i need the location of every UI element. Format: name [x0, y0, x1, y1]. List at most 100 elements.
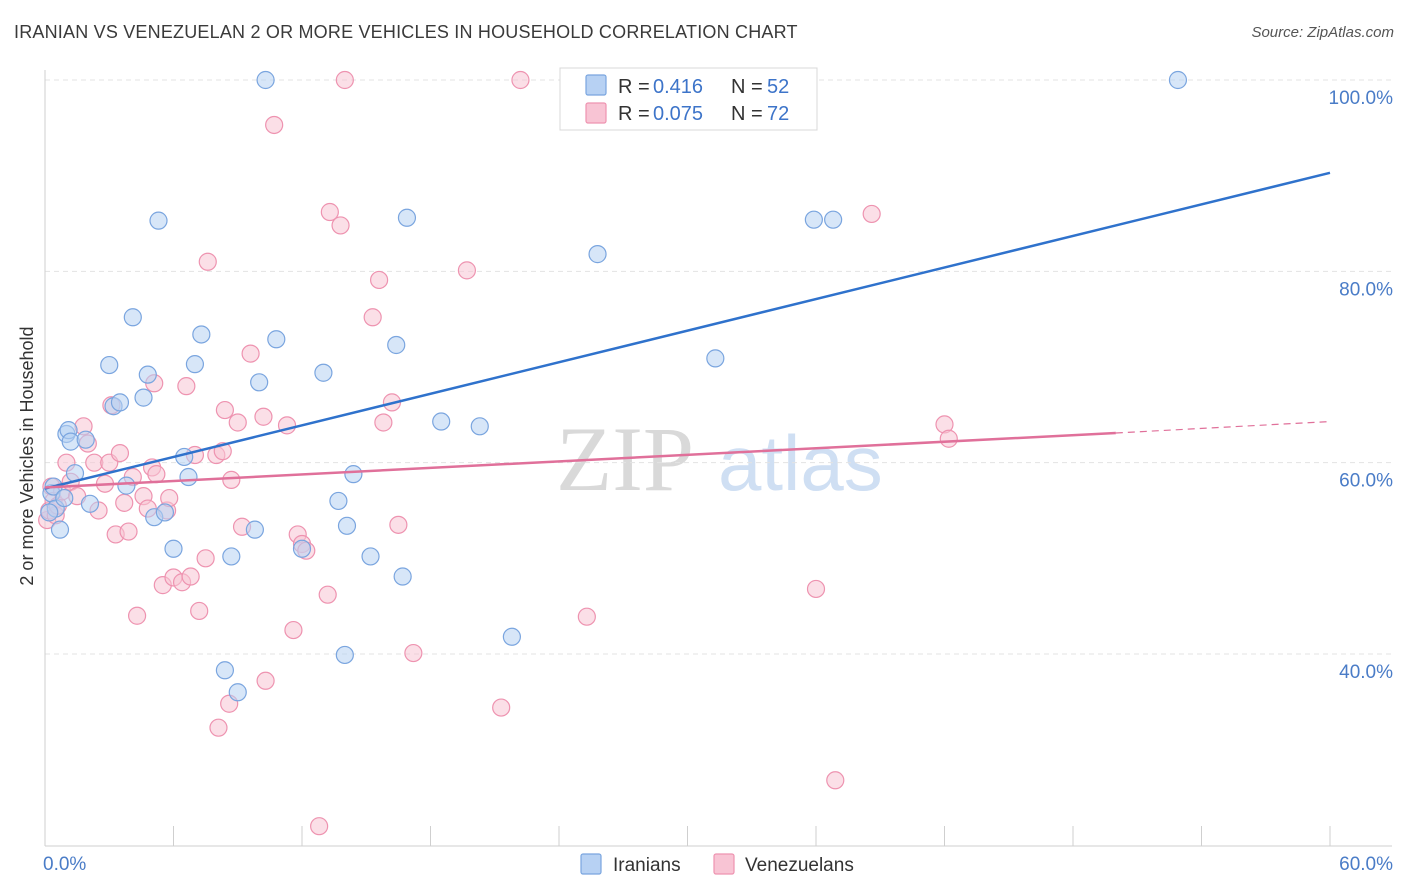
- iranians-point-34: [314, 363, 333, 382]
- legend-r-label-iranians: R =: [618, 76, 650, 98]
- iranians-point-35: [329, 491, 348, 511]
- legend-n-label-venezuelans: N =: [731, 103, 763, 125]
- legend-n-value-venezuelans: 72: [767, 103, 789, 125]
- venezuelans-point-52: [284, 620, 303, 640]
- iranians-point-32: [267, 330, 286, 349]
- venezuelans-point-44: [222, 470, 241, 489]
- iranians-point-39: [361, 547, 380, 566]
- iranians-point-23: [179, 467, 198, 487]
- venezuelans-point-68: [511, 70, 530, 90]
- series-iranians: [40, 70, 1188, 702]
- iranians-point-29: [245, 520, 264, 539]
- venezuelans-point-75: [939, 429, 958, 448]
- iranians-point-15: [123, 308, 142, 327]
- iranians-point-33: [292, 539, 312, 558]
- bottom-legend-label-venezuelans: Venezuelans: [745, 855, 854, 876]
- iranians-point-41: [393, 567, 412, 586]
- iranians-point-46: [588, 245, 607, 264]
- venezuelans-point-38: [198, 252, 217, 271]
- legend-n-label-iranians: N =: [731, 76, 763, 98]
- iranians-point-9: [76, 430, 95, 449]
- venezuelans-point-60: [363, 308, 382, 327]
- iranians-point-40: [387, 335, 406, 355]
- venezuelans-point-57: [320, 202, 339, 222]
- iranians-point-25: [192, 325, 211, 344]
- venezuelans-point-37: [196, 549, 215, 568]
- iranians-point-28: [228, 683, 247, 702]
- venezuelans-point-48: [254, 407, 273, 426]
- legend-r-value-venezuelans: 0.075: [653, 103, 703, 125]
- chart-title: IRANIAN VS VENEZUELAN 2 OR MORE VEHICLES…: [14, 22, 798, 42]
- venezuelans-point-58: [331, 216, 350, 235]
- venezuelans-point-61: [370, 270, 389, 290]
- venezuelans-point-73: [310, 817, 329, 836]
- venezuelans-point-66: [457, 261, 477, 280]
- trend-line-venezuelans-extension: [1115, 420, 1331, 434]
- trend-line-iranians: [44, 171, 1331, 490]
- legend-swatch-iranians: [585, 74, 607, 96]
- venezuelans-point-71: [826, 771, 845, 790]
- iranians-point-13: [110, 393, 130, 412]
- venezuelans-point-33: [177, 377, 196, 396]
- iranians-point-49: [824, 210, 843, 229]
- venezuelans-point-40: [209, 718, 228, 737]
- iranians-point-3: [50, 520, 70, 539]
- y-tick-label-100: 100.0%: [1329, 88, 1394, 109]
- iranians-point-37: [337, 516, 357, 535]
- iranians-point-38: [344, 465, 363, 484]
- iranians-point-48: [804, 210, 823, 229]
- venezuelans-point-22: [127, 606, 147, 625]
- iranians-point-24: [185, 355, 205, 374]
- trend-lines: [44, 171, 1331, 490]
- iranians-point-7: [61, 432, 80, 451]
- iranians-point-11: [100, 355, 119, 375]
- iranians-point-26: [215, 661, 234, 680]
- iranians-point-50: [1168, 70, 1188, 90]
- iranians-point-43: [432, 412, 451, 431]
- venezuelans-point-70: [806, 579, 826, 599]
- iranians-point-45: [502, 627, 521, 646]
- venezuelans-point-45: [228, 413, 247, 432]
- iranians-point-20: [155, 503, 175, 522]
- legend-r-value-iranians: 0.416: [653, 76, 703, 98]
- correlation-legend: R = 0.416 N = 52 R = 0.075 N = 72: [559, 67, 818, 131]
- venezuelans-point-65: [404, 643, 423, 663]
- y-tick-label-80: 80.0%: [1339, 279, 1393, 300]
- iranians-point-19: [149, 211, 168, 230]
- y-tick-label-40: 40.0%: [1339, 662, 1393, 683]
- legend-n-value-iranians: 52: [767, 76, 789, 98]
- venezuelans-point-69: [577, 607, 596, 626]
- iranians-point-27: [222, 547, 241, 566]
- iranians-point-36: [335, 645, 354, 665]
- bottom-legend-label-iranians: Iranians: [613, 855, 681, 876]
- x-axis-ticks: [44, 826, 1331, 846]
- iranians-point-30: [250, 373, 269, 392]
- venezuelans-point-19: [115, 493, 134, 512]
- iranians-point-42: [397, 208, 417, 227]
- bottom-legend-swatch-venezuelans: [713, 853, 735, 875]
- iranians-point-31: [256, 70, 275, 90]
- venezuelans-point-67: [492, 698, 511, 717]
- venezuelans-point-56: [318, 585, 337, 604]
- legend-r-label-venezuelans: R =: [618, 103, 650, 125]
- venezuelans-point-47: [241, 344, 260, 363]
- venezuelans-point-34: [181, 567, 200, 586]
- venezuelans-point-18: [110, 444, 130, 463]
- trend-line-venezuelans: [44, 431, 1116, 489]
- y-tick-label-60: 60.0%: [1339, 471, 1393, 492]
- iranians-point-17: [138, 365, 157, 384]
- x-tick-label-max: 60.0%: [1339, 854, 1393, 875]
- venezuelans-point-62: [374, 413, 393, 432]
- venezuelans-point-42: [215, 400, 234, 420]
- venezuelans-point-50: [265, 115, 284, 135]
- iranians-point-4: [55, 488, 74, 508]
- iranians-point-51: [40, 503, 59, 522]
- venezuelans-point-49: [256, 671, 275, 690]
- venezuelans-point-36: [190, 601, 209, 621]
- iranians-point-21: [164, 539, 183, 558]
- iranians-point-16: [134, 388, 153, 407]
- iranians-point-47: [706, 349, 725, 368]
- y-axis-label: 2 or more Vehicles in Household: [17, 326, 37, 585]
- iranians-point-14: [117, 476, 136, 495]
